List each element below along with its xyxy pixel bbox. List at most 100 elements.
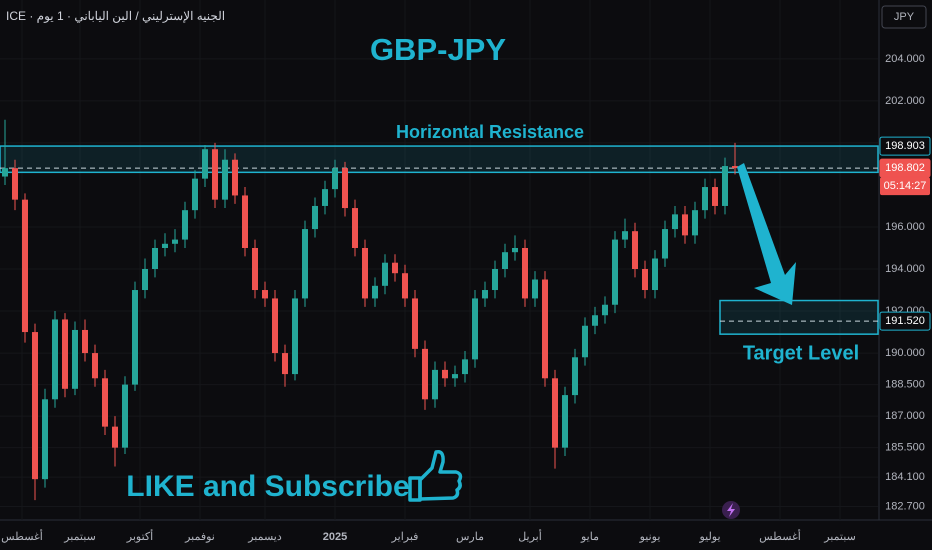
candle-body: [722, 166, 728, 206]
y-tick-label: 190.000: [885, 347, 925, 359]
candle-body: [712, 187, 718, 206]
x-tick-label: نوفمبر: [184, 531, 215, 543]
candle-body: [632, 231, 638, 270]
x-tick-label: فبراير: [391, 531, 419, 543]
candle-body: [142, 269, 148, 291]
candles: [2, 119, 738, 501]
candle-body: [502, 252, 508, 270]
currency-box[interactable]: [881, 5, 927, 29]
candle-body: [372, 285, 378, 299]
y-tick-label: 188.500: [885, 379, 925, 391]
x-tick-label: 2025: [323, 531, 347, 543]
candle-body: [462, 359, 468, 375]
candle-body: [162, 243, 168, 248]
candle-body: [52, 319, 58, 400]
symbol-line: ICE · الجنيه الإسترليني / الين الياباني …: [6, 9, 225, 24]
candle-body: [702, 187, 708, 211]
candle-body: [572, 357, 578, 396]
candle-body: [102, 378, 108, 427]
candle-body: [452, 374, 458, 379]
flash-icon[interactable]: [722, 501, 740, 519]
y-tick-label: 194.000: [885, 263, 925, 275]
candle-body: [262, 290, 268, 299]
candle-body: [292, 298, 298, 375]
x-tick-label: مارس: [456, 531, 484, 543]
x-tick-label: يونيو: [639, 531, 661, 543]
candle-body: [602, 304, 608, 316]
candle-body: [642, 269, 648, 291]
candle-body: [312, 205, 318, 230]
candle-body: [732, 166, 738, 169]
candle-body: [592, 315, 598, 326]
candle-body: [152, 247, 158, 270]
candle-body: [532, 279, 538, 299]
candle-body: [682, 214, 688, 236]
candle-body: [402, 273, 408, 299]
x-tick-label: أبريل: [518, 529, 542, 543]
candle-body: [552, 378, 558, 448]
y-tick-label: 204.000: [885, 53, 925, 65]
candle-body: [692, 210, 698, 236]
candle-body: [172, 239, 178, 244]
candle-body: [622, 231, 628, 240]
currency[interactable]: JPY: [894, 11, 915, 23]
x-tick-label: ديسمبر: [247, 531, 282, 543]
last-price: 198.802: [885, 162, 925, 174]
y-tick-label: 184.100: [885, 471, 925, 483]
candle-body: [282, 353, 288, 375]
candle-body: [352, 208, 358, 248]
candle-body: [422, 348, 428, 400]
candle-body: [22, 199, 28, 333]
resistance-price-box: [879, 136, 931, 156]
candle-body: [32, 332, 38, 480]
candle-body: [12, 168, 18, 200]
target-price: 191.520: [885, 315, 925, 327]
candle-body: [412, 298, 418, 349]
candle-body: [202, 149, 208, 179]
candle-body: [212, 149, 218, 200]
candle-body: [322, 189, 328, 206]
candle-body: [72, 329, 78, 389]
candle-body: [332, 168, 338, 190]
candle-body: [432, 369, 438, 400]
target-price-box: [879, 311, 931, 331]
candle-body: [62, 319, 68, 389]
y-tick-label: 182.700: [885, 500, 925, 512]
candle-body: [112, 426, 118, 448]
x-tick-label: مايو: [580, 531, 599, 543]
candle-body: [512, 247, 518, 253]
candle-body: [272, 298, 278, 354]
y-tick-label: 202.000: [885, 95, 925, 107]
candle-body: [362, 247, 368, 299]
candle-body: [472, 298, 478, 360]
target-label: Target Level: [743, 342, 859, 364]
candle-body: [382, 262, 388, 286]
y-tick-label: 187.000: [885, 410, 925, 422]
price-tags: 198.903 198.802 05:14:27 191.520: [879, 136, 931, 331]
target-zone: [719, 299, 879, 335]
candle-body: [652, 258, 658, 291]
y-tick-label: 196.000: [885, 221, 925, 233]
candle-body: [132, 290, 138, 385]
x-tick-label: سبتمبر: [63, 531, 96, 543]
candle-body: [192, 178, 198, 211]
thumbs-up-icon: [408, 449, 463, 502]
candle-body: [252, 247, 258, 291]
resistance-zone: [0, 145, 879, 174]
zones: [0, 145, 879, 335]
candle-body: [92, 353, 98, 379]
candle-body: [342, 168, 348, 209]
candle-body: [82, 329, 88, 354]
resistance-label: Horizontal Resistance: [396, 122, 584, 142]
candle-body: [242, 195, 248, 248]
candle-body: [482, 290, 488, 299]
x-tick-label: أغسطس: [759, 529, 801, 543]
candle-body: [392, 262, 398, 274]
candle-body: [42, 399, 48, 480]
x-tick-label: أغسطس: [1, 529, 43, 543]
x-tick-label: أكتوبر: [126, 529, 153, 543]
x-tick-label: سبتمبر: [823, 531, 856, 543]
countdown: 05:14:27: [884, 180, 927, 192]
